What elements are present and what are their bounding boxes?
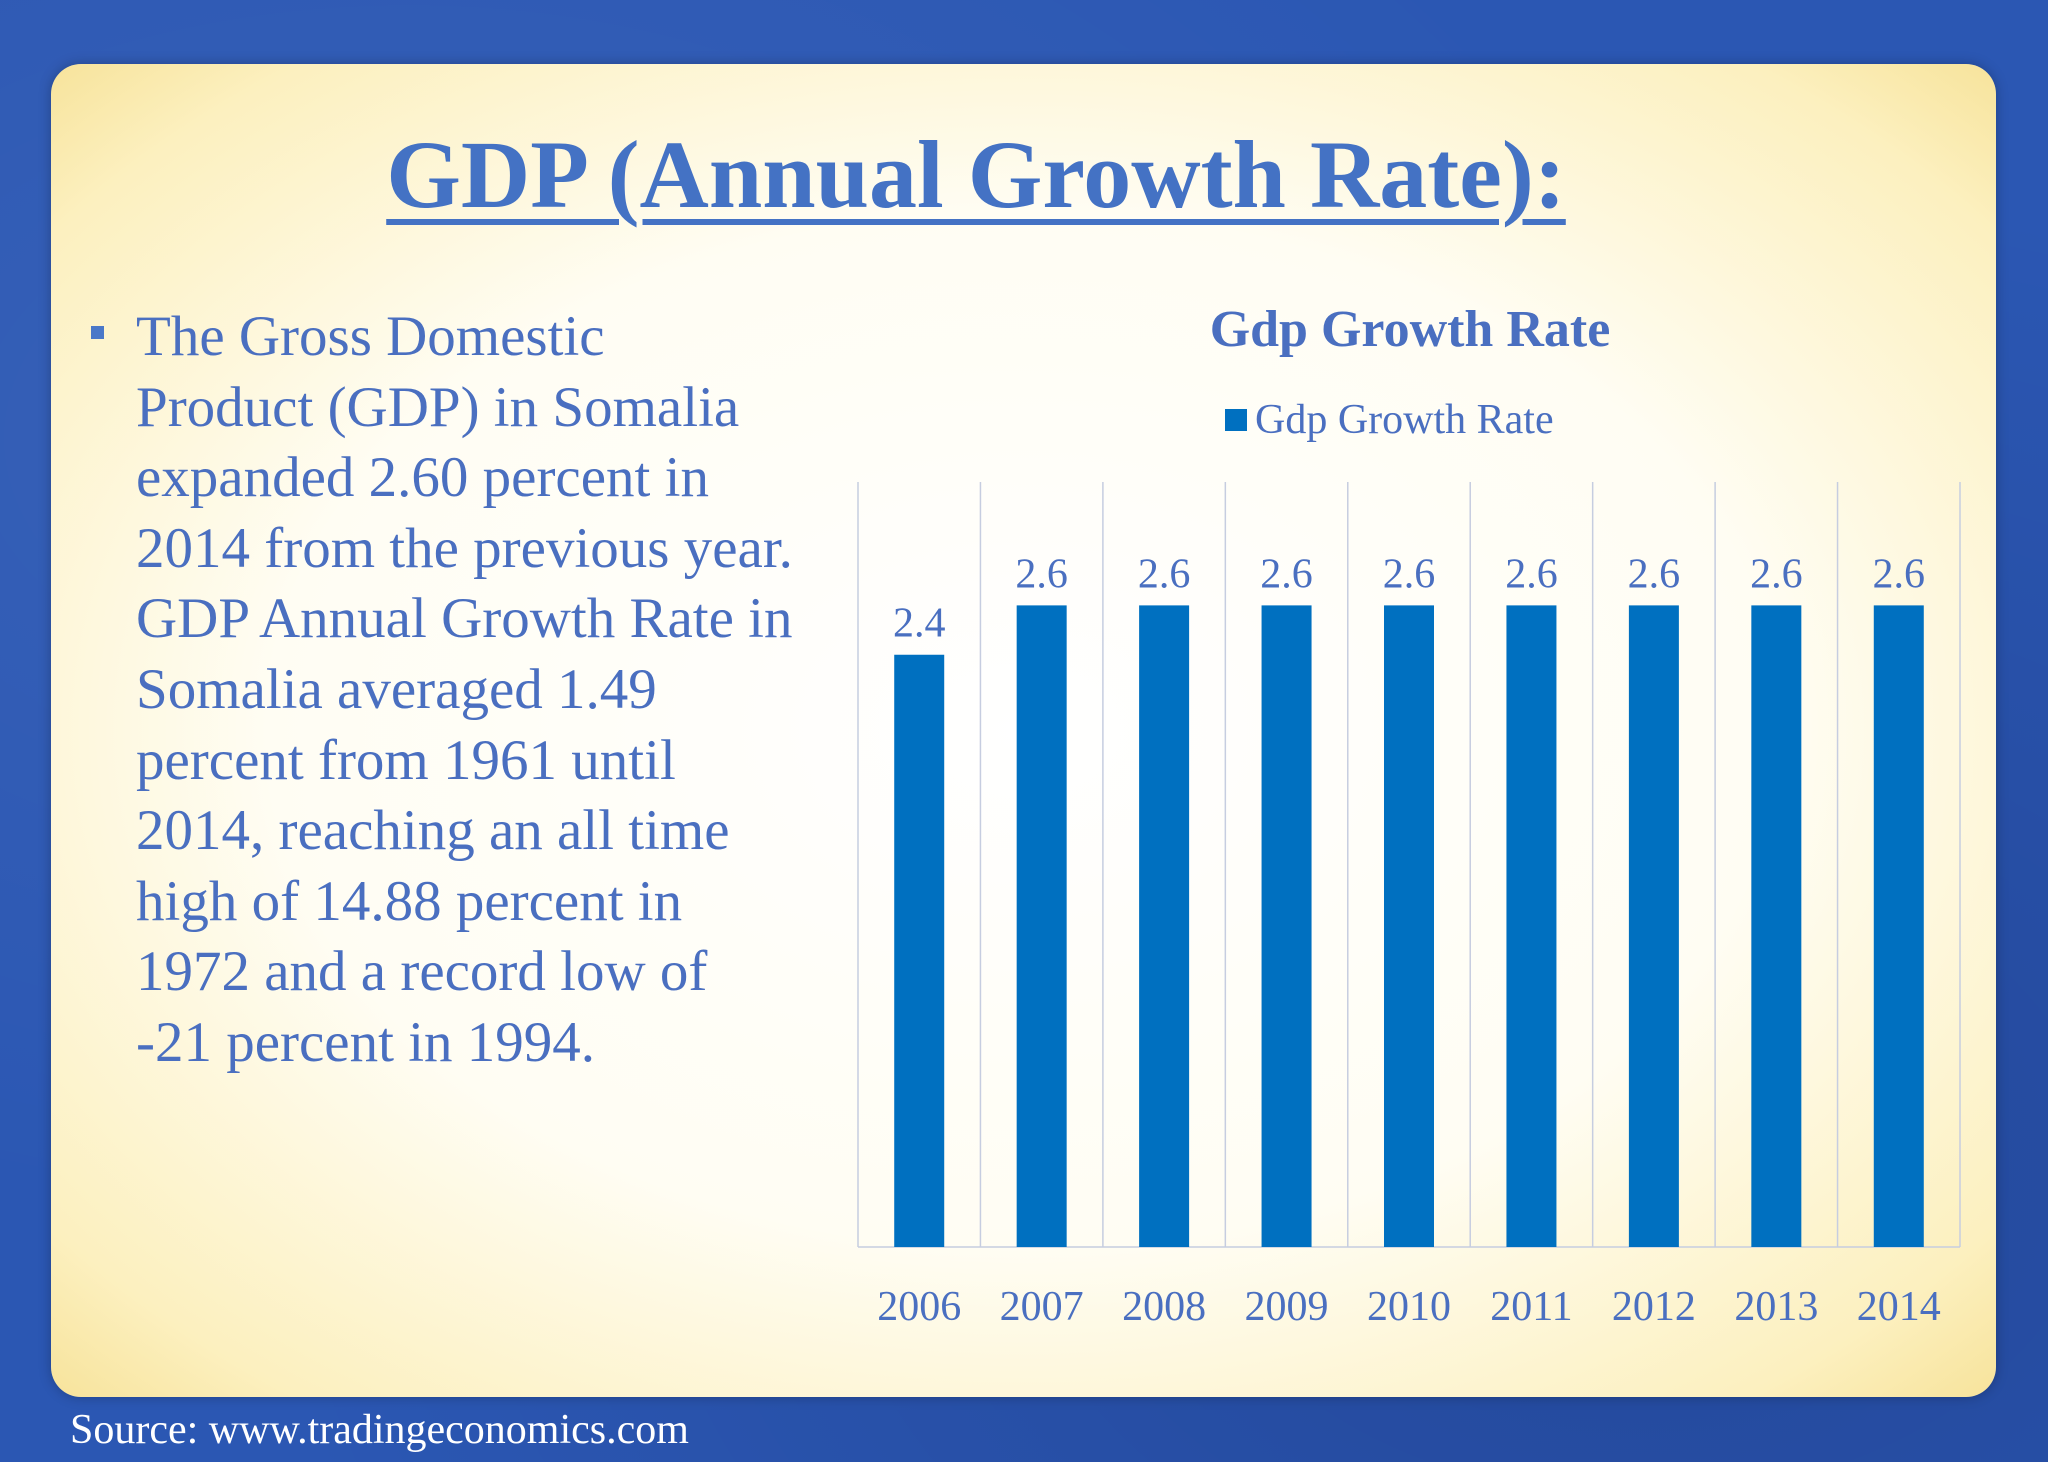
- bar: [1139, 605, 1190, 1247]
- x-tick-label: 2014: [1857, 1284, 1941, 1330]
- data-label: 2.6: [1138, 551, 1191, 597]
- bar: [1384, 605, 1434, 1247]
- x-tick-label: 2009: [1245, 1284, 1329, 1330]
- x-tick-label: 2010: [1367, 1284, 1451, 1330]
- bar: [1628, 605, 1679, 1247]
- legend-swatch: [1225, 409, 1247, 431]
- data-label: 2.6: [1015, 551, 1068, 597]
- data-label: 2.6: [1873, 551, 1926, 597]
- x-tick-label: 2013: [1734, 1284, 1818, 1330]
- bullet-icon: [91, 326, 104, 339]
- body-text: The Gross Domestic Product (GDP) in Soma…: [136, 305, 793, 1074]
- chart-legend: Gdp Growth Rate: [1225, 390, 1554, 450]
- bar: [1016, 605, 1067, 1247]
- data-label: 2.6: [1383, 551, 1436, 597]
- legend-label: Gdp Growth Rate: [1255, 397, 1554, 443]
- x-tick-label: 2008: [1122, 1284, 1206, 1330]
- x-tick-label: 2011: [1490, 1284, 1572, 1330]
- data-label: 2.6: [1628, 551, 1681, 597]
- bar: [894, 654, 945, 1247]
- data-label: 2.4: [893, 601, 946, 647]
- source-citation: Source: www.tradingeconomics.com: [70, 1407, 689, 1453]
- data-label: 2.6: [1260, 551, 1313, 597]
- chart-title: Gdp Growth Rate: [1209, 301, 1611, 358]
- x-tick-label: 2006: [877, 1284, 961, 1330]
- x-tick-label: 2007: [1000, 1284, 1084, 1330]
- bar: [1751, 605, 1802, 1247]
- x-tick-label: 2012: [1612, 1284, 1696, 1330]
- bar: [1261, 605, 1312, 1247]
- slide-title: GDP (Annual Growth Rate):: [386, 121, 1566, 228]
- data-label: 2.6: [1750, 551, 1803, 597]
- bar: [1506, 605, 1557, 1247]
- data-label: 2.6: [1505, 551, 1558, 597]
- bar: [1873, 605, 1924, 1247]
